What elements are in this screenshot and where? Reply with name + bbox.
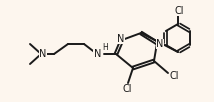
Text: Cl: Cl: [174, 6, 184, 16]
Text: N: N: [94, 49, 101, 59]
Text: N: N: [156, 39, 164, 49]
Text: H: H: [102, 43, 108, 53]
Text: N: N: [117, 34, 125, 44]
Text: Cl: Cl: [122, 84, 132, 94]
Text: Cl: Cl: [169, 71, 179, 81]
Text: N: N: [39, 49, 47, 59]
